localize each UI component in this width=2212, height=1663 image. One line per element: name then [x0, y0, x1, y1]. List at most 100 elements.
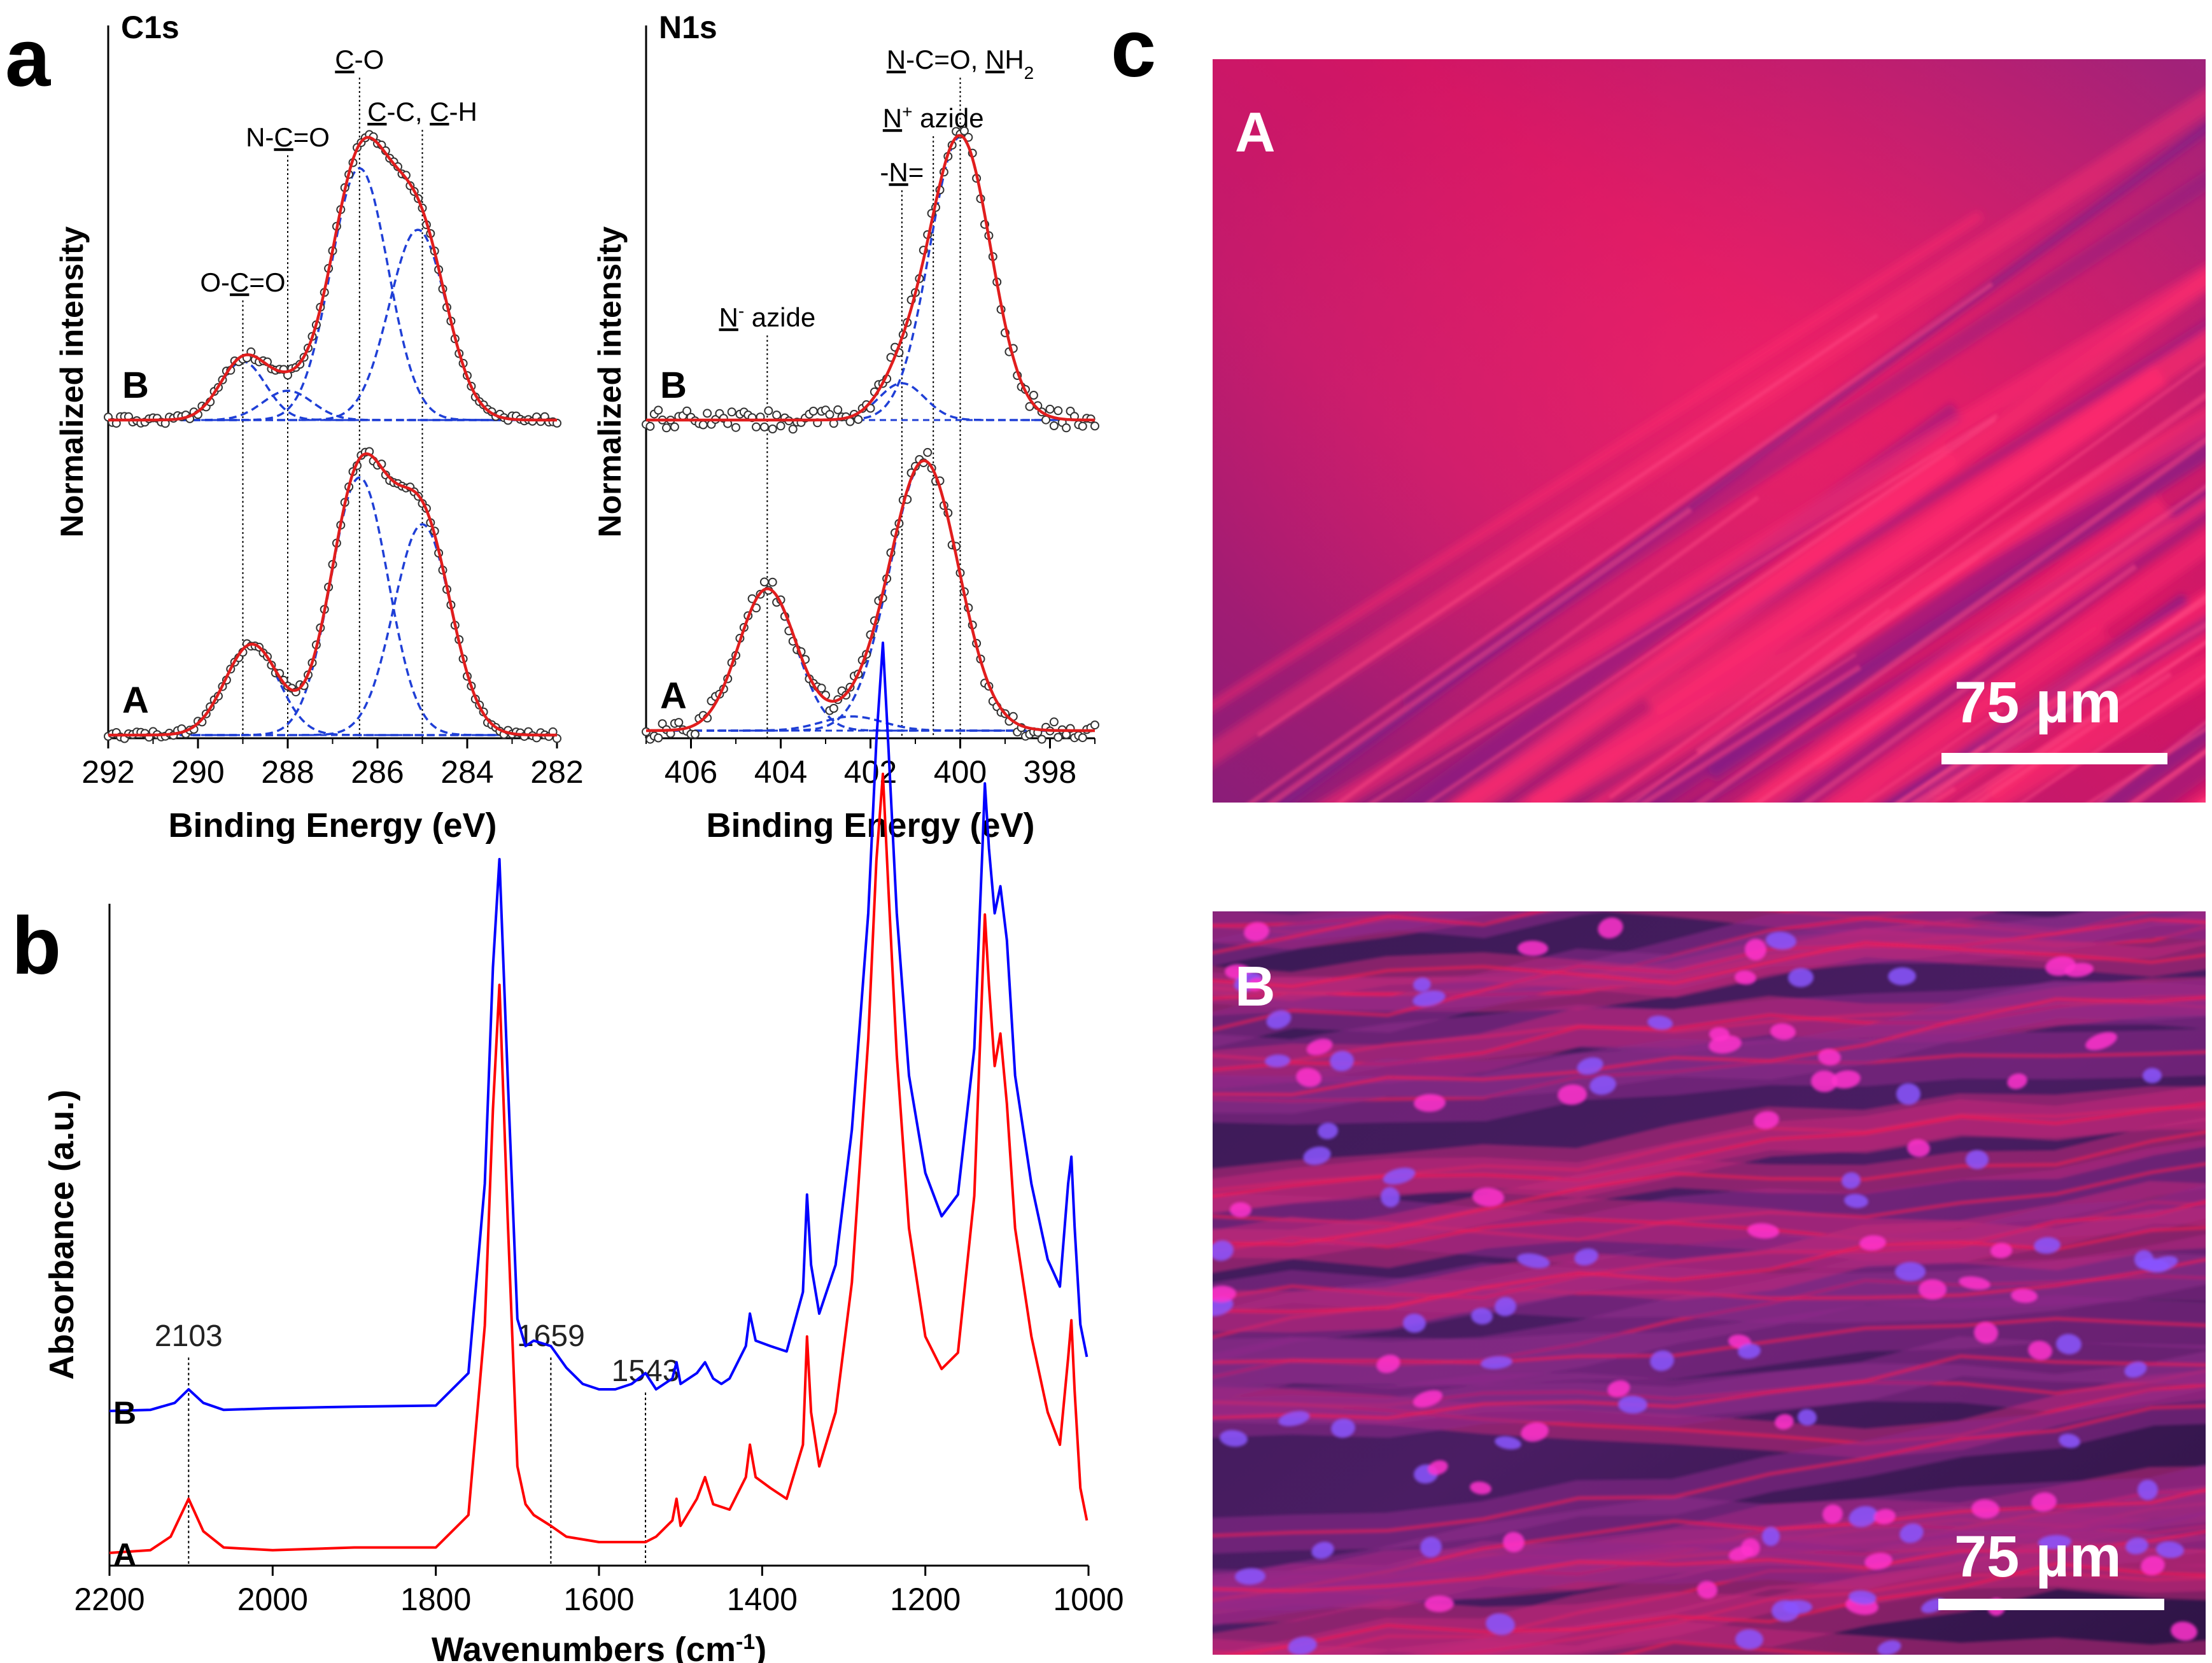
fiber-stroke [2018, 673, 2206, 803]
fiber-stroke [1821, 530, 2206, 803]
nucleus [1471, 1307, 1493, 1325]
x-tick-label: 1600 [563, 1582, 634, 1617]
nucleus [1383, 1167, 1416, 1185]
fiber-stroke [1318, 264, 2206, 803]
micrograph-a-scale-bar [1941, 753, 2167, 764]
data-point [703, 409, 712, 418]
nucleus [1971, 1499, 1999, 1519]
nucleus [1589, 1075, 1616, 1095]
nucleus [1888, 967, 1916, 986]
micrograph-a-label: A [1235, 101, 1276, 164]
myotube-edge [1213, 911, 1546, 955]
nucleus [2125, 1537, 2148, 1555]
component-peak [646, 136, 1095, 421]
data-point [662, 423, 671, 433]
nucleus [1877, 1640, 1901, 1655]
y-axis-label: Normalized intensity [54, 226, 90, 537]
nucleus [1472, 1187, 1504, 1207]
data-point [1090, 421, 1099, 431]
data-point [768, 425, 777, 433]
data-point [768, 577, 777, 587]
nucleus [1420, 1536, 1442, 1558]
nucleus [2138, 1480, 2158, 1500]
data-point [670, 422, 679, 432]
fiber-stroke [1695, 437, 2206, 803]
nucleus [1735, 970, 1756, 985]
nucleus [1747, 1223, 1779, 1239]
data-point [1053, 406, 1063, 416]
fiber-stroke [1335, 495, 1759, 803]
nucleus [1235, 1568, 1265, 1585]
nucleus [1303, 1146, 1331, 1165]
nucleus [1376, 1354, 1400, 1373]
component-peak [646, 460, 1095, 732]
nucleus [1495, 1436, 1521, 1450]
fiber-stroke [1964, 640, 2206, 803]
data-point [854, 415, 863, 425]
x-tick-label: 1200 [890, 1582, 961, 1617]
micrograph-b-label: B [1235, 955, 1276, 1018]
data-point [645, 421, 655, 431]
data-point [866, 403, 875, 413]
nucleus [2034, 1237, 2061, 1254]
x-tick-label: 288 [261, 754, 314, 790]
y-axis-label: Absorbance (a.u.) [43, 1090, 81, 1380]
fiber-stroke [1920, 593, 2206, 803]
nucleus [1230, 1202, 1251, 1218]
data-point [658, 719, 667, 729]
nucleus [1577, 1057, 1603, 1075]
fiber-stroke [1623, 653, 1857, 803]
fiber-stroke [1639, 664, 1862, 803]
nucleus [1822, 1504, 1843, 1524]
nucleus [1745, 939, 1766, 960]
nucleus [1788, 967, 1814, 988]
fiber-stroke [1368, 413, 1999, 803]
nucleus [2143, 1067, 2162, 1084]
nucleus [1766, 931, 1796, 950]
myotube-edge [1213, 1226, 2206, 1314]
nucleus [1278, 1411, 1310, 1426]
peak-annotation: C-O [335, 45, 384, 74]
panel-label-c: c [1111, 3, 1156, 94]
nucleus [1213, 1240, 1234, 1261]
peak-annotation: N+ azide [883, 102, 984, 134]
nucleus [1864, 1552, 1892, 1570]
nucleus [1919, 1279, 1947, 1300]
myotube-edge [1213, 1317, 2206, 1365]
fiber-stroke [1449, 270, 2206, 803]
fiber-stroke [1910, 621, 2206, 803]
x-tick-label: 286 [351, 754, 404, 790]
nucleus [1849, 1590, 1877, 1605]
nucleus [1331, 1418, 1355, 1438]
y-axis-label: Normalized intensity [592, 226, 628, 537]
fiber-stroke [1754, 484, 2206, 803]
peak-annotation: C-C, C-H [367, 97, 477, 127]
data-point [654, 405, 663, 415]
component-peak [108, 523, 557, 736]
peak-annotation: N-C=O [246, 122, 330, 152]
micrograph-b [1213, 911, 2206, 1655]
fiber-stroke [1863, 708, 2003, 803]
nucleus [2156, 1541, 2184, 1559]
nucleus [2139, 1258, 2169, 1273]
curve-label: A [122, 680, 149, 721]
data-point [654, 733, 663, 743]
x-axis-label: Binding Energy (eV) [168, 806, 497, 845]
myotube-stroke [1213, 911, 1502, 943]
fiber-stroke [1257, 313, 1879, 738]
nucleus [1849, 1506, 1878, 1527]
nucleus [1697, 1580, 1717, 1599]
peak-annotation: -N= [880, 157, 924, 187]
data-point [690, 729, 700, 739]
data-point [1045, 404, 1055, 414]
nucleus [1213, 1297, 1234, 1316]
nucleus [1425, 1595, 1454, 1613]
myotube-edge [1213, 1130, 2206, 1246]
x-tick-label: 1400 [727, 1582, 798, 1617]
fiber-stroke [1425, 418, 1997, 803]
fiber-stroke [1213, 211, 1983, 712]
myotube-edge [1226, 1562, 2206, 1655]
curve-label: B [660, 365, 687, 406]
